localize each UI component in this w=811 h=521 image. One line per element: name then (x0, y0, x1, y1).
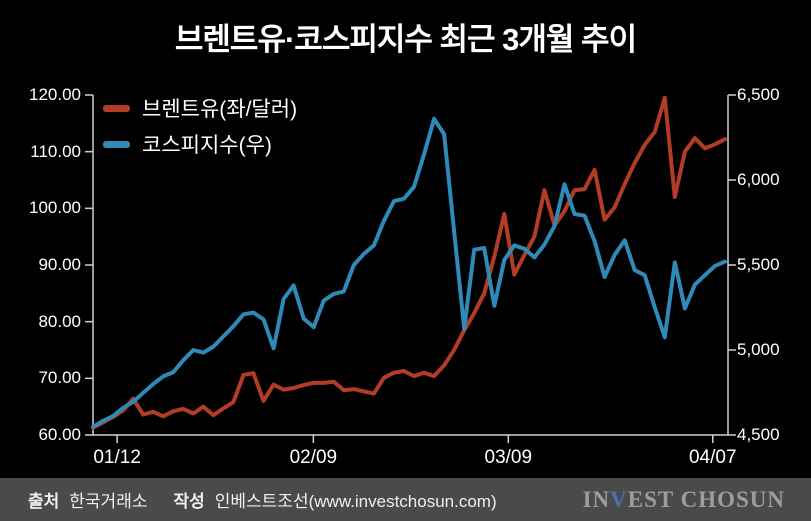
kospi-line-swatch (103, 140, 130, 148)
y-left-tick-label: 80.00 (38, 311, 81, 331)
y-right-tick-label: 5,000 (737, 340, 780, 359)
legend-item-brent: 브렌트유(좌/달러) (103, 90, 297, 126)
x-tick-label: 02/09 (289, 447, 338, 468)
axes (85, 94, 736, 443)
legend-label-brent: 브렌트유(좌/달러) (142, 98, 298, 121)
y-left-tick-label: 60.00 (38, 425, 81, 444)
x-tick-label: 03/09 (484, 447, 533, 468)
footer-credits: 출처 한국거래소 작성 인베스트조선(www.investchosun.com) (28, 487, 497, 512)
y-left-tick-label: 70.00 (38, 368, 81, 388)
logo-part-v: V (610, 486, 628, 512)
page-title: 브렌트유·코스피지수 최근 3개월 추이 (174, 22, 637, 57)
author-label: 작성 (173, 492, 205, 511)
logo-part-in: IN (582, 486, 611, 512)
author-value: 인베스트조선(www.investchosun.com) (214, 492, 497, 511)
brent-line (91, 95, 727, 430)
y-right-tick-label: 4,500 (737, 425, 780, 444)
brent-line-swatch (103, 104, 130, 112)
y-right-tick-label: 5,500 (737, 255, 780, 274)
x-tick-label: 01/12 (93, 447, 141, 468)
y-left-tick-label: 100.00 (29, 198, 81, 218)
logo-part-rest: EST CHOSUN (627, 486, 785, 512)
y-right-tick-label: 6,500 (737, 85, 780, 104)
legend: 브렌트유(좌/달러) 코스피지수(우) (103, 90, 297, 162)
series-lines (91, 95, 727, 430)
y-left-tick-label: 90.00 (38, 255, 81, 274)
footer-bar: 출처 한국거래소 작성 인베스트조선(www.investchosun.com) IN… (0, 478, 811, 521)
invest-chosun-logo: INVEST CHOSUN (583, 487, 785, 513)
legend-label-kospi: 코스피지수(우) (142, 134, 272, 157)
kospi-line (91, 116, 727, 429)
legend-item-kospi: 코스피지수(우) (103, 126, 297, 162)
source-label: 출처 (28, 492, 60, 511)
source-value: 한국거래소 (69, 492, 148, 511)
y-left-tick-label: 110.00 (30, 141, 81, 161)
y-right-tick-label: 6,000 (737, 170, 780, 189)
chart-canvas (85, 94, 736, 443)
y-left-tick-label: 120.00 (29, 85, 81, 104)
x-tick-label: 04/07 (688, 447, 737, 468)
